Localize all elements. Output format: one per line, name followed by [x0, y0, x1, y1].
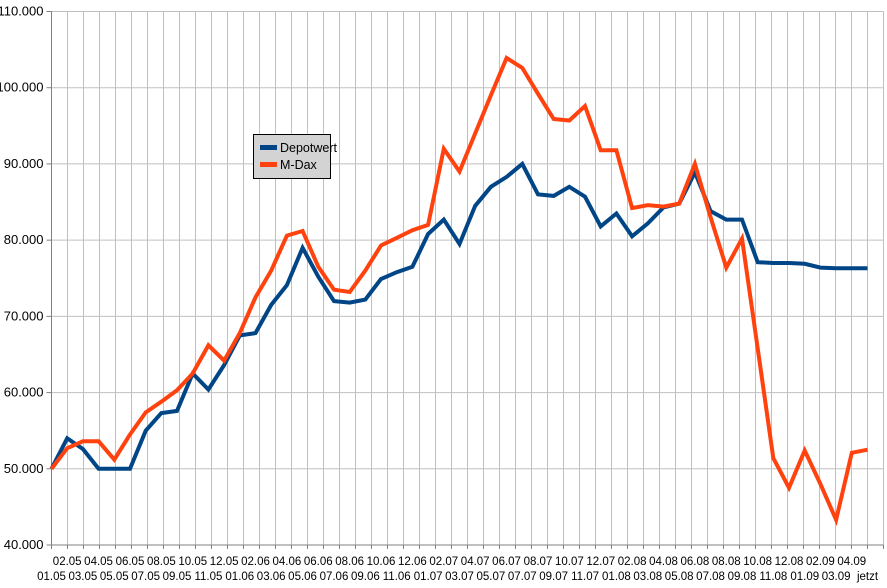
x-axis-label: 02.09: [806, 556, 835, 568]
x-axis-label: 03.09: [822, 571, 851, 583]
x-axis-label: 04.06: [272, 556, 301, 568]
mdax-line: [49, 55, 868, 527]
x-axis-label: 12.08: [775, 556, 804, 568]
x-axis-label: 07.06: [320, 571, 349, 583]
x-axis-label: 01.08: [602, 571, 631, 583]
depotwert-series-swatch: [260, 145, 277, 150]
x-axis-label: 01.09: [790, 571, 819, 583]
x-axis-label: 01.05: [37, 571, 66, 583]
x-axis-label: 12.05: [210, 556, 239, 568]
x-axis-label: 01.07: [414, 571, 443, 583]
x-axis-label: 10.08: [743, 556, 772, 568]
x-axis-label: 10.06: [367, 556, 396, 568]
x-axis-label: 07.08: [696, 571, 725, 583]
x-axis-label: 04.05: [84, 556, 113, 568]
x-axis-label: 05.06: [288, 571, 317, 583]
legend-item-depotwert: Depotwert: [260, 139, 337, 156]
mdax-series-swatch: [260, 162, 277, 167]
x-axis-label: 11.07: [571, 571, 599, 583]
y-axis-label: 50.000: [4, 461, 44, 476]
x-axis-label: 03.08: [633, 571, 662, 583]
y-axis-label: 40.000: [4, 537, 44, 552]
legend-item-mdax: M-Dax: [260, 156, 324, 173]
x-axis-label: 04.07: [461, 556, 490, 568]
y-axis-label: 80.000: [4, 232, 44, 247]
x-axis-label: 06.07: [492, 556, 521, 568]
x-axis-label: 02.06: [241, 556, 270, 568]
x-axis-label: 11.08: [759, 571, 787, 583]
x-axis-label: 05.07: [476, 571, 505, 583]
x-axis-label: 06.05: [116, 556, 145, 568]
y-axis-label: 90.000: [4, 156, 44, 171]
legend-label-mdax: M-Dax: [280, 157, 317, 172]
x-axis-label: 01.06: [225, 571, 254, 583]
x-axis-label: 10.05: [178, 556, 207, 568]
depotwert-line: [49, 160, 868, 471]
x-axis-label: 09.05: [163, 571, 192, 583]
y-axis-label: 60.000: [4, 385, 44, 400]
x-axis-label: 02.08: [618, 556, 647, 568]
x-axis-label: 05.08: [665, 571, 694, 583]
x-axis-label: 11.06: [383, 571, 411, 583]
x-axis-label: 12.07: [586, 556, 615, 568]
x-axis-label: 08.06: [335, 556, 364, 568]
x-axis-label: 02.07: [429, 556, 458, 568]
x-axis-label: 11.05: [194, 571, 222, 583]
x-axis-label: 04.09: [837, 556, 866, 568]
x-axis-label: 06.06: [304, 556, 333, 568]
chart-legend: Depotwert M-Dax: [253, 134, 337, 179]
y-axis-label: 70.000: [4, 308, 44, 323]
x-axis-label: 09.07: [539, 571, 568, 583]
x-axis-label: 07.05: [131, 571, 160, 583]
x-axis-label: 10.07: [555, 556, 584, 568]
y-axis-label: 110.000: [0, 4, 44, 19]
legend-label-depotwert: Depotwert: [280, 140, 337, 155]
x-axis-label: 03.05: [68, 571, 97, 583]
y-axis-label: 100.000: [0, 80, 44, 95]
x-axis-label: 05.05: [100, 571, 129, 583]
x-axis-label: 09.08: [728, 571, 757, 583]
x-axis-label: 02.05: [53, 556, 82, 568]
x-axis-label: 03.07: [445, 571, 474, 583]
x-axis-label: 08.07: [524, 556, 553, 568]
x-axis-label: 12.06: [398, 556, 427, 568]
x-axis-label: 08.05: [147, 556, 176, 568]
x-axis-label: 06.08: [680, 556, 709, 568]
x-axis-label: 07.07: [508, 571, 537, 583]
x-axis-label: 09.06: [351, 571, 380, 583]
x-axis-label: 04.08: [649, 556, 678, 568]
x-axis-label: 03.06: [257, 571, 286, 583]
x-axis-label: jetzt: [856, 571, 879, 583]
x-axis-label: 08.08: [712, 556, 741, 568]
